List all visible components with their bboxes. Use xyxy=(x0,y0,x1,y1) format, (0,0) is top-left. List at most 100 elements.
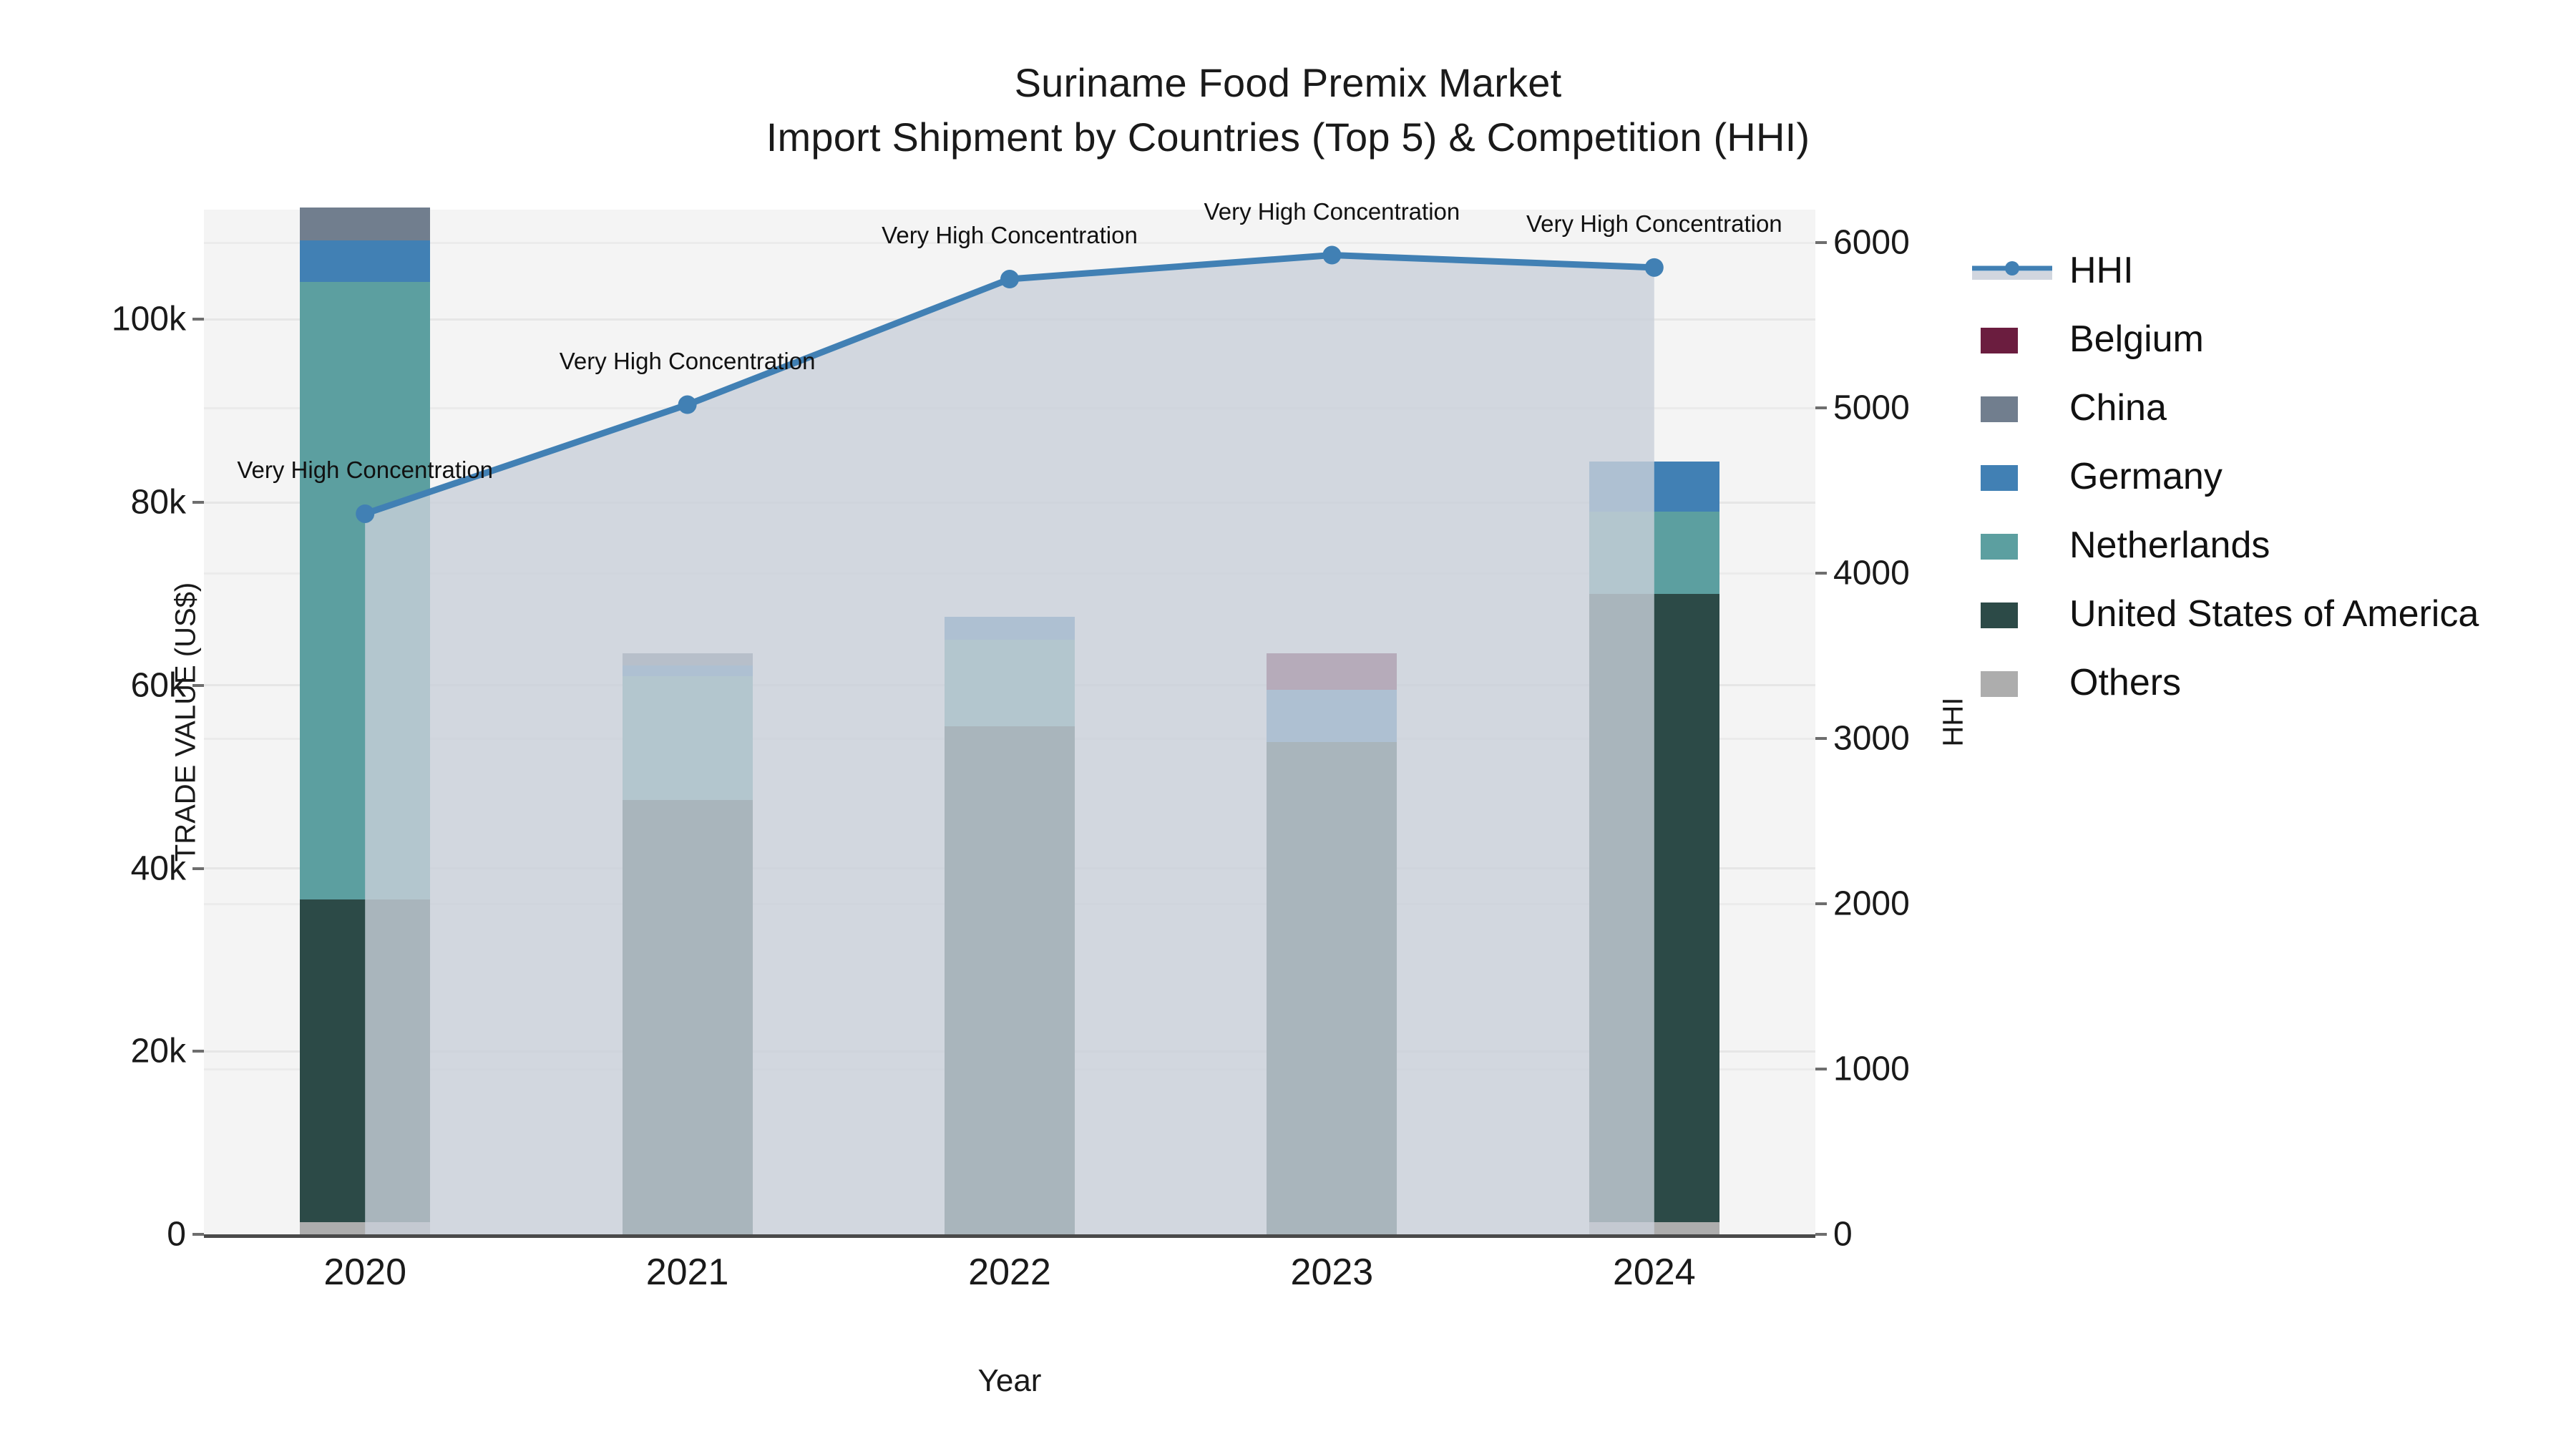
bar-segment[interactable] xyxy=(1589,511,1719,594)
y-axis-right-tick-label: 4000 xyxy=(1833,554,1910,592)
y-axis-right-tickmark xyxy=(1815,572,1827,575)
x-axis-tick-label[interactable]: 2021 xyxy=(645,1252,729,1293)
plot-area xyxy=(204,208,1815,1234)
y-axis-right-tick-label: 2000 xyxy=(1833,884,1910,923)
x-axis-tick-label[interactable]: 2022 xyxy=(968,1252,1051,1293)
hhi-point-annotation: Very High Concentration xyxy=(1526,210,1782,237)
y-axis-left-ticks: 0 20k 40k 60k 80k 100k xyxy=(79,0,186,1449)
y-axis-right-title: HHI xyxy=(1937,697,1969,747)
x-axis-tick-label[interactable]: 2020 xyxy=(323,1252,407,1293)
legend-color-swatch xyxy=(1981,465,2018,491)
bar-segment[interactable] xyxy=(300,282,431,900)
bar-segment[interactable] xyxy=(300,899,431,1223)
bar-segment[interactable] xyxy=(1267,690,1397,743)
y-axis-left-tick-label: 100k xyxy=(111,300,186,338)
legend-swatch xyxy=(1972,457,2052,496)
chart-title-line-1: Suriname Food Premix Market xyxy=(1014,60,1562,105)
legend-item-label: Netherlands xyxy=(2069,525,2270,566)
y-axis-right-tick-label: 6000 xyxy=(1833,223,1910,262)
x-axis-tick-label[interactable]: 2023 xyxy=(1290,1252,1374,1293)
legend-item-label: Others xyxy=(2069,662,2182,703)
legend-swatch xyxy=(1972,389,2052,427)
bar-segment[interactable] xyxy=(1589,594,1719,1223)
legend-item[interactable]: United States of America xyxy=(1972,580,2573,648)
legend-swatch xyxy=(1972,320,2052,358)
y-axis-left-tick-label: 80k xyxy=(130,483,186,522)
bar-segment[interactable] xyxy=(300,240,431,282)
legend-item-label: United States of America xyxy=(2069,593,2479,635)
hhi-point-annotation: Very High Concentration xyxy=(882,222,1138,248)
legend-swatch xyxy=(1972,595,2052,633)
legend-color-swatch xyxy=(1981,602,2018,628)
hhi-point-annotation: Very High Concentration xyxy=(559,347,816,374)
bar-segment[interactable] xyxy=(622,653,753,665)
y-axis-right-tickmark xyxy=(1815,737,1827,741)
y-axis-right-tickmark xyxy=(1815,1233,1827,1236)
y-axis-left-title: TRADE VALUE (US$) xyxy=(170,582,202,862)
bar-segment[interactable] xyxy=(1267,742,1397,1234)
legend-item[interactable]: Belgium xyxy=(1972,305,2573,374)
y-axis-left-tickmark xyxy=(192,318,204,321)
bar-segment[interactable] xyxy=(622,665,753,677)
legend-item[interactable]: HHI xyxy=(1972,236,2573,305)
bar-group[interactable] xyxy=(300,208,431,1234)
gridline-secondary xyxy=(204,241,1815,244)
bar-segment[interactable] xyxy=(622,676,753,800)
y-axis-left-tickmark xyxy=(192,1050,204,1053)
bar-segment[interactable] xyxy=(300,208,431,241)
y-axis-right-title-wrap: HHI xyxy=(1932,210,1975,1234)
legend-color-swatch xyxy=(1981,328,2018,353)
x-axis-title: Year xyxy=(977,1363,1042,1398)
bar-segment[interactable] xyxy=(1589,461,1719,512)
legend-color-swatch xyxy=(1981,671,2018,697)
y-axis-left-tickmark xyxy=(192,1233,204,1236)
bar-group[interactable] xyxy=(1589,210,1719,1234)
bar-segment[interactable] xyxy=(1589,1222,1719,1234)
hhi-point-annotation: Very High Concentration xyxy=(237,456,494,483)
bar-segment[interactable] xyxy=(300,1222,431,1234)
legend-swatch xyxy=(1972,663,2052,702)
chart-title: Suriname Food Premix Market Import Shipm… xyxy=(0,56,2576,165)
legend: HHI Belgium China Germany Netherlands United … xyxy=(1972,236,2573,717)
y-axis-left-tick-label: 20k xyxy=(130,1032,186,1070)
y-axis-left-title-wrap: TRADE VALUE (US$) xyxy=(0,210,202,1234)
legend-item[interactable]: Netherlands xyxy=(1972,511,2573,580)
bar-segment[interactable] xyxy=(1267,653,1397,691)
y-axis-left-tick-label: 0 xyxy=(167,1215,186,1254)
legend-item-label: HHI xyxy=(2069,250,2134,291)
legend-item[interactable]: China xyxy=(1972,374,2573,442)
legend-color-swatch xyxy=(1981,396,2018,422)
y-axis-right-tick-label: 1000 xyxy=(1833,1050,1910,1088)
legend-line-key xyxy=(1972,251,2052,290)
y-axis-right-tick-label: 3000 xyxy=(1833,719,1910,758)
y-axis-right-tickmark xyxy=(1815,1068,1827,1071)
hhi-point-annotation: Very High Concentration xyxy=(1204,197,1460,225)
bar-segment[interactable] xyxy=(945,726,1075,1234)
y-axis-right-tick-label: 0 xyxy=(1833,1215,1853,1254)
bar-segment[interactable] xyxy=(622,799,753,1234)
y-axis-left-tickmark xyxy=(192,683,204,687)
bar-segment[interactable] xyxy=(945,639,1075,727)
legend-item-label: Germany xyxy=(2069,456,2223,497)
bar-group[interactable] xyxy=(1267,210,1397,1234)
y-axis-left-tickmark xyxy=(192,867,204,870)
legend-item[interactable]: Germany xyxy=(1972,442,2573,511)
legend-item-label: Belgium xyxy=(2069,318,2204,360)
bar-segment[interactable] xyxy=(945,616,1075,640)
legend-color-swatch xyxy=(1981,534,2018,560)
chart-title-line-2: Import Shipment by Countries (Top 5) & C… xyxy=(766,114,1810,160)
legend-swatch xyxy=(1972,526,2052,565)
y-axis-right-tickmark xyxy=(1815,241,1827,245)
y-axis-right-tickmark xyxy=(1815,406,1827,410)
bar-group[interactable] xyxy=(945,210,1075,1234)
y-axis-right-tick-label: 5000 xyxy=(1833,389,1910,427)
legend-item[interactable]: Others xyxy=(1972,648,2573,717)
y-axis-left-tick-label: 40k xyxy=(130,849,186,888)
y-axis-left-tick-label: 60k xyxy=(130,666,186,705)
x-axis-line xyxy=(204,1234,1815,1238)
y-axis-right-ticks: 0 1000 2000 3000 4000 5000 6000 xyxy=(1833,0,2019,1449)
x-axis-tick-label[interactable]: 2024 xyxy=(1612,1252,1696,1293)
y-axis-right-tickmark xyxy=(1815,902,1827,906)
y-axis-left-tickmark xyxy=(192,501,204,504)
